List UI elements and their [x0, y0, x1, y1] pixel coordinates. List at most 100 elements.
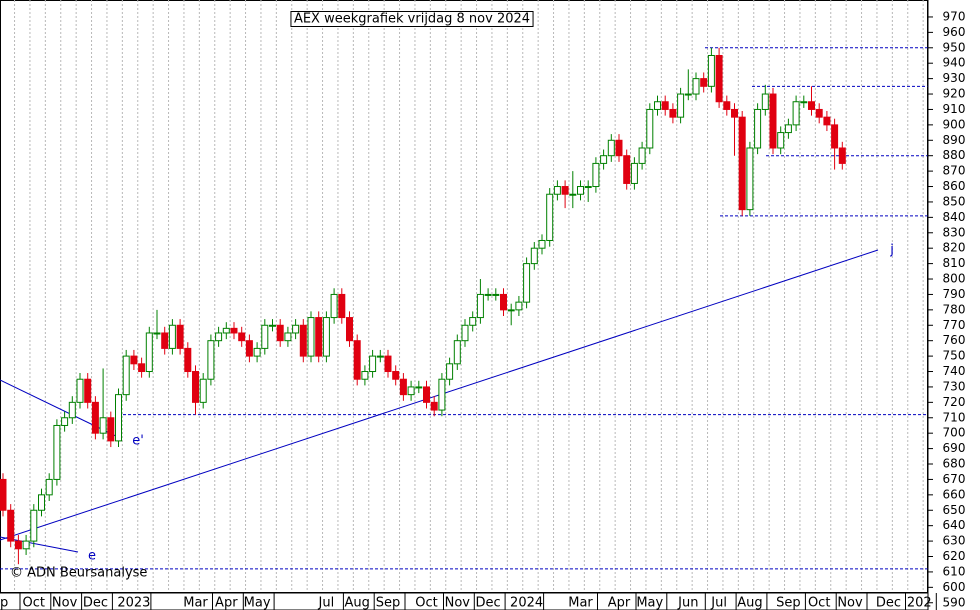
- candle-body: [176, 324, 184, 349]
- y-tick-label: 820: [943, 241, 966, 255]
- candle-body: [438, 378, 446, 411]
- x-tick-label: p: [0, 596, 8, 610]
- y-tick-label: 590: [943, 595, 966, 609]
- candle-body: [630, 162, 638, 184]
- candle-body: [577, 186, 584, 195]
- x-tick-label: Jun: [677, 596, 698, 610]
- candle-body: [353, 340, 361, 380]
- candle-body: [546, 193, 554, 241]
- candle-body: [738, 116, 746, 211]
- y-tick-label: 660: [943, 487, 966, 501]
- candle-body: [723, 101, 731, 110]
- y-tick-label: 960: [943, 25, 966, 39]
- candle-body: [22, 540, 30, 550]
- y-tick-label: 640: [943, 518, 966, 532]
- x-tick-label: Apr: [608, 596, 631, 610]
- candle-body: [500, 293, 507, 311]
- candle-body: [7, 509, 15, 542]
- candle-body: [777, 132, 785, 149]
- candle-body: [68, 401, 76, 419]
- x-tick-label: Mar: [183, 596, 208, 610]
- annotation: e': [132, 434, 144, 449]
- candle-body: [192, 371, 199, 403]
- candle-body: [484, 293, 492, 296]
- candle-body: [615, 139, 623, 157]
- y-tick-label: 880: [943, 148, 966, 162]
- candle-body: [338, 293, 346, 319]
- x-tick-label: Mar: [568, 596, 593, 610]
- candle-body: [784, 124, 792, 134]
- x-tick-label: Dec: [876, 596, 901, 610]
- candle-body: [207, 340, 215, 380]
- candle-body: [453, 340, 461, 365]
- y-tick-label: 970: [943, 9, 966, 23]
- y-tick-label: 630: [943, 534, 966, 548]
- candle-body: [815, 108, 823, 118]
- y-tick-label: 690: [943, 441, 966, 455]
- x-tick-label: Dec: [476, 596, 501, 610]
- candle-body: [515, 301, 523, 311]
- candle-body: [638, 147, 646, 164]
- candle-body: [446, 363, 454, 380]
- candle-body: [253, 347, 261, 357]
- candle-body: [384, 355, 392, 373]
- axes: 5906006106206306406506606706806907007107…: [0, 9, 965, 610]
- x-tick-label: Sep: [776, 596, 801, 610]
- x-tick-label: Oct: [808, 596, 830, 610]
- x-tick-label: Jul: [710, 596, 727, 610]
- x-tick-label: May: [244, 596, 271, 610]
- x-tick-label: Aug: [345, 596, 370, 610]
- candle-body: [330, 293, 338, 319]
- candle-body: [76, 378, 84, 403]
- x-tick-label: 2024: [510, 596, 543, 610]
- title-box: [290, 11, 534, 27]
- y-tick-label: 870: [943, 164, 966, 178]
- x-tick-label: May: [636, 596, 663, 610]
- chart-title: AEX weekgrafiek vrijdag 8 nov 2024: [294, 12, 530, 27]
- candle-body: [145, 332, 153, 373]
- candle-body: [215, 332, 223, 342]
- candle-body: [99, 417, 107, 434]
- candle-body: [184, 347, 192, 373]
- plot-frame: [0, 0, 928, 593]
- candle-body: [315, 317, 323, 357]
- y-tick-label: 740: [943, 364, 966, 378]
- candle-body: [530, 247, 538, 265]
- y-tick-label: 810: [943, 256, 966, 270]
- y-tick-label: 900: [943, 117, 966, 131]
- y-tick-label: 790: [943, 287, 966, 301]
- candle-body: [623, 155, 631, 184]
- candle-body: [161, 332, 169, 349]
- candle-body: [831, 124, 839, 149]
- annotation: e: [88, 549, 96, 564]
- grid: [14, 0, 924, 592]
- candle-body: [769, 93, 777, 149]
- y-tick-label: 620: [943, 549, 966, 563]
- candle-body: [569, 193, 577, 196]
- annotation: j: [889, 243, 894, 258]
- candle-body: [299, 324, 307, 357]
- candle-body: [91, 401, 99, 434]
- y-tick-label: 750: [943, 349, 966, 363]
- candle-body: [307, 317, 315, 357]
- candle-body: [222, 327, 230, 334]
- candle-body: [792, 101, 800, 126]
- x-tick-label: 202: [907, 596, 932, 610]
- candle-body: [600, 155, 608, 164]
- candle-body: [115, 394, 122, 442]
- candle-body: [399, 378, 407, 396]
- y-tick-label: 860: [943, 179, 966, 193]
- x-tick-label: Nov: [837, 596, 863, 610]
- candle-body: [38, 494, 45, 511]
- candle-body: [407, 386, 415, 396]
- candle-body: [808, 101, 815, 110]
- candle-body: [361, 371, 369, 380]
- candle-body: [238, 332, 246, 342]
- candle-body: [168, 324, 176, 349]
- levels: [0, 47, 928, 570]
- y-tick-label: 610: [943, 564, 966, 578]
- x-tick-label: Jul: [318, 596, 335, 610]
- y-tick-label: 920: [943, 87, 966, 101]
- y-tick-label: 830: [943, 225, 966, 239]
